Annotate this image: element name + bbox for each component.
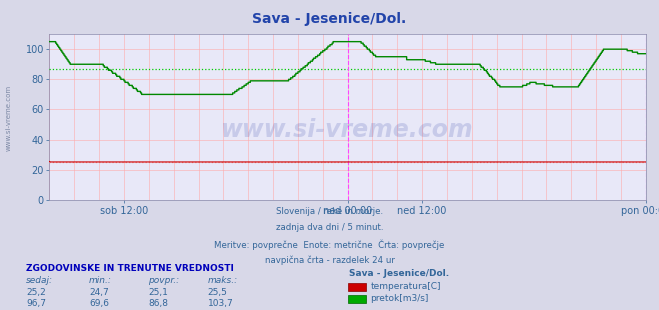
Text: 103,7: 103,7 [208, 299, 233, 308]
Text: povpr.:: povpr.: [148, 276, 179, 285]
Text: zadnja dva dni / 5 minut.: zadnja dva dni / 5 minut. [275, 223, 384, 232]
Text: Sava - Jesenice/Dol.: Sava - Jesenice/Dol. [349, 269, 449, 278]
Text: www.si-vreme.com: www.si-vreme.com [5, 85, 11, 151]
Text: 25,5: 25,5 [208, 288, 227, 297]
Text: 96,7: 96,7 [26, 299, 46, 308]
Text: 24,7: 24,7 [89, 288, 109, 297]
Text: www.si-vreme.com: www.si-vreme.com [221, 118, 474, 142]
Text: ZGODOVINSKE IN TRENUTNE VREDNOSTI: ZGODOVINSKE IN TRENUTNE VREDNOSTI [26, 264, 234, 273]
Text: Meritve: povprečne  Enote: metrične  Črta: povprečje: Meritve: povprečne Enote: metrične Črta:… [214, 239, 445, 250]
Text: 25,1: 25,1 [148, 288, 168, 297]
Text: navpična črta - razdelek 24 ur: navpična črta - razdelek 24 ur [264, 255, 395, 265]
Text: sedaj:: sedaj: [26, 276, 53, 285]
Text: temperatura[C]: temperatura[C] [370, 282, 441, 291]
Text: maks.:: maks.: [208, 276, 238, 285]
Text: 25,2: 25,2 [26, 288, 46, 297]
Text: min.:: min.: [89, 276, 112, 285]
Text: 86,8: 86,8 [148, 299, 168, 308]
Text: pretok[m3/s]: pretok[m3/s] [370, 294, 429, 303]
Text: Sava - Jesenice/Dol.: Sava - Jesenice/Dol. [252, 12, 407, 26]
Text: 69,6: 69,6 [89, 299, 109, 308]
Text: Slovenija / reke in morje.: Slovenija / reke in morje. [276, 207, 383, 216]
